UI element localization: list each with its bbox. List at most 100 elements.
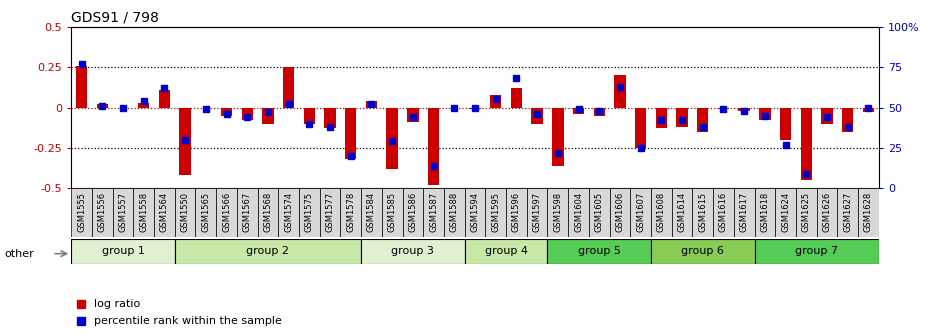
Text: GSM1594: GSM1594 <box>470 192 480 232</box>
Bar <box>718 108 730 109</box>
Bar <box>175 188 196 237</box>
Bar <box>262 108 274 124</box>
Text: group 6: group 6 <box>681 246 724 256</box>
Bar <box>71 239 175 264</box>
Bar <box>382 188 403 237</box>
Text: GSM1625: GSM1625 <box>802 192 810 232</box>
Bar <box>780 108 791 140</box>
Bar <box>837 188 858 237</box>
Text: GSM1564: GSM1564 <box>160 192 169 232</box>
Bar <box>237 188 257 237</box>
Bar <box>693 188 713 237</box>
Bar <box>217 188 237 237</box>
Bar <box>97 104 108 108</box>
Bar <box>863 108 874 112</box>
Text: GSM1586: GSM1586 <box>408 192 417 232</box>
Bar <box>133 188 154 237</box>
Bar <box>754 239 879 264</box>
Text: group 2: group 2 <box>246 246 290 256</box>
Bar <box>672 188 693 237</box>
Bar <box>324 108 335 128</box>
Bar <box>71 188 92 237</box>
Bar <box>408 108 419 122</box>
Text: group 7: group 7 <box>795 246 838 256</box>
Bar <box>424 188 444 237</box>
Bar <box>345 108 356 159</box>
Bar <box>241 108 253 120</box>
Bar <box>552 108 563 166</box>
Text: other: other <box>5 249 34 259</box>
Bar <box>340 188 361 237</box>
Text: GSM1556: GSM1556 <box>98 192 106 232</box>
Text: GSM1567: GSM1567 <box>243 192 252 232</box>
Bar <box>257 188 278 237</box>
Text: GSM1628: GSM1628 <box>864 192 873 232</box>
Bar <box>630 188 651 237</box>
Bar <box>180 108 191 175</box>
Text: GSM1587: GSM1587 <box>429 192 438 232</box>
Bar <box>138 103 149 108</box>
Bar <box>635 108 646 148</box>
Bar <box>842 108 853 132</box>
Bar <box>697 108 709 132</box>
Text: GSM1578: GSM1578 <box>346 192 355 232</box>
Bar <box>506 188 526 237</box>
Text: GSM1597: GSM1597 <box>533 192 542 232</box>
Text: GSM1574: GSM1574 <box>284 192 294 232</box>
Bar <box>465 239 547 264</box>
Bar <box>175 239 361 264</box>
Text: GSM1598: GSM1598 <box>553 192 562 232</box>
Bar <box>754 188 775 237</box>
Text: GSM1566: GSM1566 <box>222 192 231 232</box>
Bar <box>547 188 568 237</box>
Bar <box>531 108 542 124</box>
Text: GSM1607: GSM1607 <box>636 192 645 232</box>
Text: GSM1585: GSM1585 <box>388 192 397 232</box>
Text: group 4: group 4 <box>484 246 527 256</box>
Text: percentile rank within the sample: percentile rank within the sample <box>94 317 282 326</box>
Text: GSM1588: GSM1588 <box>449 192 459 232</box>
Bar <box>651 188 672 237</box>
Bar <box>656 108 667 128</box>
Bar <box>366 101 377 108</box>
Bar <box>113 188 133 237</box>
Bar <box>154 188 175 237</box>
Bar <box>320 188 340 237</box>
Text: GSM1605: GSM1605 <box>595 192 604 232</box>
Text: GSM1575: GSM1575 <box>305 192 314 232</box>
Bar <box>759 108 770 120</box>
Text: GSM1550: GSM1550 <box>180 192 190 232</box>
Bar <box>76 66 87 108</box>
Bar <box>485 188 506 237</box>
Text: GSM1618: GSM1618 <box>760 192 770 232</box>
Bar <box>796 188 817 237</box>
Text: GSM1577: GSM1577 <box>326 192 334 232</box>
Text: log ratio: log ratio <box>94 299 140 308</box>
Bar <box>738 108 750 111</box>
Bar <box>511 88 522 108</box>
Bar <box>573 108 584 114</box>
Text: GSM1565: GSM1565 <box>201 192 210 232</box>
Bar <box>361 188 382 237</box>
Text: group 3: group 3 <box>391 246 434 256</box>
Text: group 1: group 1 <box>102 246 144 256</box>
Bar <box>387 108 398 169</box>
Bar <box>283 67 294 108</box>
Text: GSM1568: GSM1568 <box>263 192 273 232</box>
Text: GSM1608: GSM1608 <box>656 192 666 232</box>
Bar <box>733 188 754 237</box>
Bar <box>610 188 630 237</box>
Bar <box>469 108 481 109</box>
Bar <box>444 188 465 237</box>
Text: GSM1617: GSM1617 <box>740 192 749 232</box>
Text: GSM1584: GSM1584 <box>367 192 376 232</box>
Bar <box>92 188 113 237</box>
Text: GSM1595: GSM1595 <box>491 192 501 232</box>
Text: GSM1606: GSM1606 <box>616 192 624 232</box>
Bar <box>526 188 547 237</box>
Bar <box>801 108 812 180</box>
Bar <box>568 188 589 237</box>
Bar <box>775 188 796 237</box>
Bar <box>858 188 879 237</box>
Text: GSM1604: GSM1604 <box>574 192 583 232</box>
